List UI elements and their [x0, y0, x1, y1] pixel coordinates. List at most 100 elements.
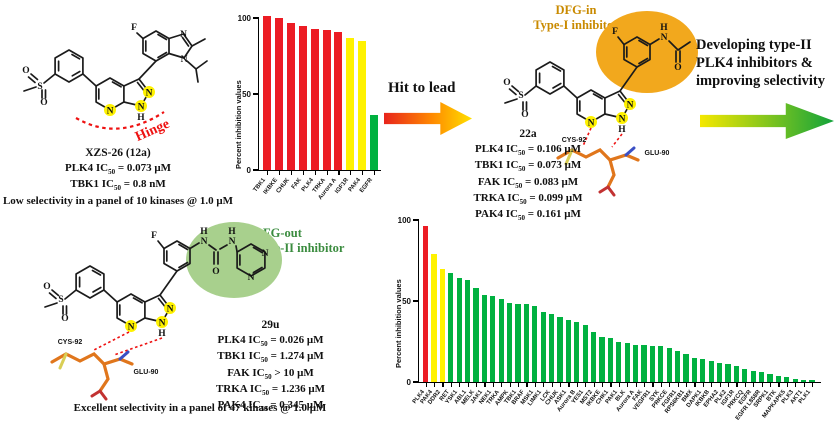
bar-BTK	[775, 375, 781, 382]
x-tick	[526, 382, 528, 387]
y-tick-label: 50	[242, 90, 251, 99]
y-tick	[253, 93, 259, 95]
residue-label-cys92: CYS-92	[58, 339, 83, 346]
badge-line: Type-I inhibitor	[533, 18, 619, 32]
hinge-arc	[75, 111, 165, 130]
atom-label: H	[618, 125, 626, 135]
bar-SYK	[658, 346, 664, 382]
x-tick	[585, 382, 587, 387]
bar-SRPK1	[767, 373, 773, 382]
bar-PRKCE	[666, 347, 672, 382]
x-tick	[560, 382, 562, 387]
bar-RET	[448, 273, 454, 382]
ic50-list-22a: PLK4 IC50 = 0.106 μM TBK1 IC50 = 0.073 μM…	[462, 142, 594, 223]
bar-NEK1	[490, 296, 496, 382]
hinge-residues-sticks	[556, 146, 640, 197]
bar-EGFR	[750, 370, 756, 382]
atom-label: N	[138, 103, 145, 113]
ic50-line-TBK1: TBK1 IC50 = 0.073 μM	[474, 159, 582, 174]
ic50-line-FAK: FAK IC50 > 10 μM	[227, 366, 314, 381]
type2-highlight-ellipse	[186, 222, 282, 298]
x-tick	[761, 382, 763, 387]
bar-PAK4	[431, 254, 437, 382]
x-tick	[425, 382, 427, 387]
x-tick	[350, 170, 352, 175]
atom-label: N	[107, 107, 114, 117]
compound-name-29u: 29u	[261, 319, 280, 331]
x-tick	[476, 382, 478, 387]
label-line: Developing type-II	[696, 37, 812, 53]
bar-CHK1	[607, 338, 613, 382]
bar-ASK1	[565, 320, 571, 382]
developing-type2-arrow	[700, 103, 834, 139]
x-tick	[677, 382, 679, 387]
bar-Aurora-A	[633, 344, 639, 382]
x-tick	[711, 382, 713, 387]
y-tick-label: 0	[406, 378, 411, 387]
x-tick	[728, 382, 730, 387]
atom-label: N	[180, 30, 187, 40]
bar-BMX	[691, 357, 697, 382]
bar-BLK	[624, 343, 630, 382]
badge-line: DFG-in	[555, 3, 597, 17]
bar-PLK4	[423, 226, 429, 382]
x-tick	[459, 382, 461, 387]
bar-CHUK	[557, 317, 563, 382]
dfg-in-badge: DFG-in Type-I inhibitor	[516, 3, 636, 33]
x-tick	[278, 170, 281, 175]
y-tick	[253, 17, 259, 19]
type1-highlight-ellipse	[596, 11, 698, 93]
x-tick	[744, 382, 746, 387]
atom-label: N	[146, 89, 153, 99]
atom-label: H	[158, 329, 166, 339]
bar-PLK1	[809, 380, 815, 382]
bar-EGFR-L858R	[759, 372, 765, 382]
bar-PLK3	[792, 378, 798, 382]
bar-LCK	[549, 313, 555, 382]
x-tick	[501, 382, 503, 387]
bar-AKT1	[801, 380, 807, 382]
atom-label: N	[262, 249, 269, 259]
bar-IKBKB	[708, 360, 714, 382]
residue-label-glu90: GLU-90	[645, 150, 670, 157]
x-tick	[467, 382, 469, 387]
bar-MAPKAPK5	[784, 377, 790, 382]
atom-label: F	[612, 27, 618, 37]
ic50-line-PAK4: PAK4 IC50 = 0.345 μM	[217, 399, 324, 414]
y-tick-label: 0	[246, 166, 251, 175]
x-tick	[812, 382, 814, 387]
hit-to-lead-label: Hit to lead	[388, 80, 456, 96]
atom-label: O	[43, 282, 50, 292]
x-tick	[795, 382, 797, 387]
bar-PLK2	[725, 364, 731, 382]
molecule-structure-22a: N N N H S O O F N H O CYS-92 GLU-90	[503, 11, 698, 197]
ic50-line-TRKA: TRKA IC50 = 0.099 μM	[473, 191, 583, 206]
arrow-shaft	[384, 102, 472, 135]
bar-JAK1	[481, 294, 487, 382]
x-tick	[551, 382, 553, 387]
atom-label: O	[674, 63, 681, 73]
y-tick-label: 100	[237, 14, 251, 23]
x-tick	[290, 170, 292, 175]
x-tick	[338, 170, 340, 175]
atom-label: O	[521, 110, 528, 120]
bar-IKBKE	[274, 18, 283, 170]
bar-BRAF	[523, 304, 529, 382]
x-tick	[492, 382, 494, 387]
atom-label: N	[229, 237, 236, 247]
ic50-list-12a: PLK4 IC50 = 0.073 μM TBK1 IC50 = 0.8 nM	[0, 161, 236, 194]
atom-label: H	[200, 227, 208, 237]
plot-area: 0 50 100 PLK4 PAK4 DDR2 RET YSK1 ABL1 MELK JAK1 NEK…	[398, 216, 821, 422]
x-tick	[736, 382, 738, 387]
bar-EGFR	[370, 115, 379, 170]
arrow-shaft	[700, 103, 834, 139]
atom-label: S	[37, 82, 42, 92]
hinge-hbond-dashes	[93, 331, 163, 356]
atom-label: N	[248, 273, 255, 283]
x-tick	[534, 382, 536, 387]
x-tick	[778, 382, 780, 387]
atom-label: N	[661, 33, 668, 43]
atom-label: N	[128, 323, 135, 333]
atom-label: H	[228, 227, 236, 237]
